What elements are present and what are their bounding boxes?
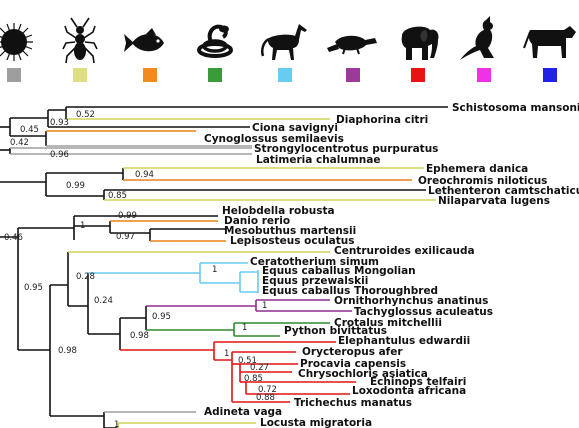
legend-swatch-kangaroo [477,68,491,82]
taxon-label: Ephemera danica [426,163,528,175]
legend-swatch-fish [143,68,157,82]
taxon-label: Ciona savignyi [252,122,338,134]
taxon-label: Centruroides exilicauda [334,245,475,257]
taxon-label: Orycteropus afer [302,346,403,358]
taxon-label: Lethenteron camtschaticum [428,185,579,197]
taxon-label: Cynoglossus semilaevis [204,133,344,145]
taxon-label: Trichechus manatus [294,397,412,409]
support-value: 0.93 [50,118,69,128]
legend-swatch-insect [73,68,87,82]
support-value: 1 [224,349,229,359]
support-value: 0.95 [152,312,171,322]
tree-branches [0,106,448,428]
legend-swatch-snake [208,68,222,82]
platypus-icon [327,35,377,55]
support-value: 0.28 [76,272,95,282]
taxon-label: Echinops telfairi [370,376,466,388]
support-value: 1 [114,420,119,428]
taxon-label: Latimeria chalumnae [256,154,380,166]
taxon-label: Chrysochloris asiatica [298,368,428,380]
support-value: 0.99 [66,181,85,191]
taxon-label: Ornithorhynchus anatinus [334,295,488,307]
taxon-label: Strongylocentrotus purpuratus [254,143,438,155]
taxon-label: Python bivittatus [284,325,387,337]
elephant-icon [401,26,439,60]
taxon-label: Equus caballus Thoroughbred [262,285,438,297]
legend-swatch-platypus [346,68,360,82]
taxon-label: Crotalus mitchellii [334,317,442,329]
taxon-label: Oreochromis niloticus [418,175,547,187]
legend-swatch-horse [278,68,292,82]
taxon-label: Danio rerio [224,215,290,227]
taxon-label: Diaphorina citri [336,114,428,126]
taxon-label: Equus przewalskii [262,275,368,287]
support-value: 0.52 [76,110,95,120]
legend-swatches [7,68,557,82]
support-value: 0.85 [244,374,263,384]
taxon-label: Equus caballus Mongolian [262,265,416,277]
legend [0,16,576,64]
taxon-labels: Schistosoma mansoni (RTDiaphorina citriC… [204,102,579,428]
support-value: 0.97 [116,232,135,242]
support-values: 0.52 0.93 0.45 0.42 0.96 0.94 0.99 0.85 0.99 1 0.9… [4,110,277,428]
taxon-label: Adineta vaga [204,406,282,418]
sea-urchin-icon [0,23,33,61]
support-value: 0.99 [118,211,137,221]
taxon-label: Helobdella robusta [222,205,335,217]
support-value: 0.27 [250,363,269,373]
taxon-label: Nilaparvata lugens [438,195,550,207]
support-value: 0.98 [58,346,77,356]
taxon-label: Tachyglossus aculeatus [354,306,493,318]
snake-icon [197,24,233,58]
support-value: 0.94 [135,170,154,180]
kangaroo-icon [460,16,494,60]
taxon-label: Schistosoma mansoni (RT [452,102,579,114]
support-value: 0.24 [94,296,113,306]
support-value: 1 [80,221,85,231]
support-value: 0.42 [10,138,29,148]
legend-swatch-elephant [411,68,425,82]
horse-icon [261,24,307,60]
legend-swatch-cow [543,68,557,82]
support-value: 0.46 [4,233,23,243]
support-value: 0.45 [20,125,39,135]
support-value: 0.51 [238,356,257,366]
cow-icon [523,26,576,58]
taxon-label: Mesobuthus martensii [224,225,356,237]
support-value: 0.95 [24,283,43,293]
taxon-label: Locusta migratoria [260,417,372,428]
legend-swatch-sea-urchin [7,68,21,82]
taxon-label: Loxodonta africana [352,385,466,397]
taxon-label: Elephantulus edwardii [338,335,470,347]
taxon-label: Ceratotherium simum [250,256,379,268]
support-value: 0.98 [130,331,149,341]
taxon-label: Procavia capensis [300,358,406,370]
support-value: 0.96 [50,150,69,160]
support-value: 1 [242,323,247,333]
taxon-label: Lepisosteus oculatus [230,235,355,247]
support-value: 1 [262,301,267,311]
support-value: 0.85 [108,191,127,201]
support-value: 0.72 [258,385,277,395]
insect-icon [62,17,98,64]
support-value: 0.88 [256,393,275,403]
support-value: 1 [212,265,217,275]
fish-icon [124,28,164,52]
